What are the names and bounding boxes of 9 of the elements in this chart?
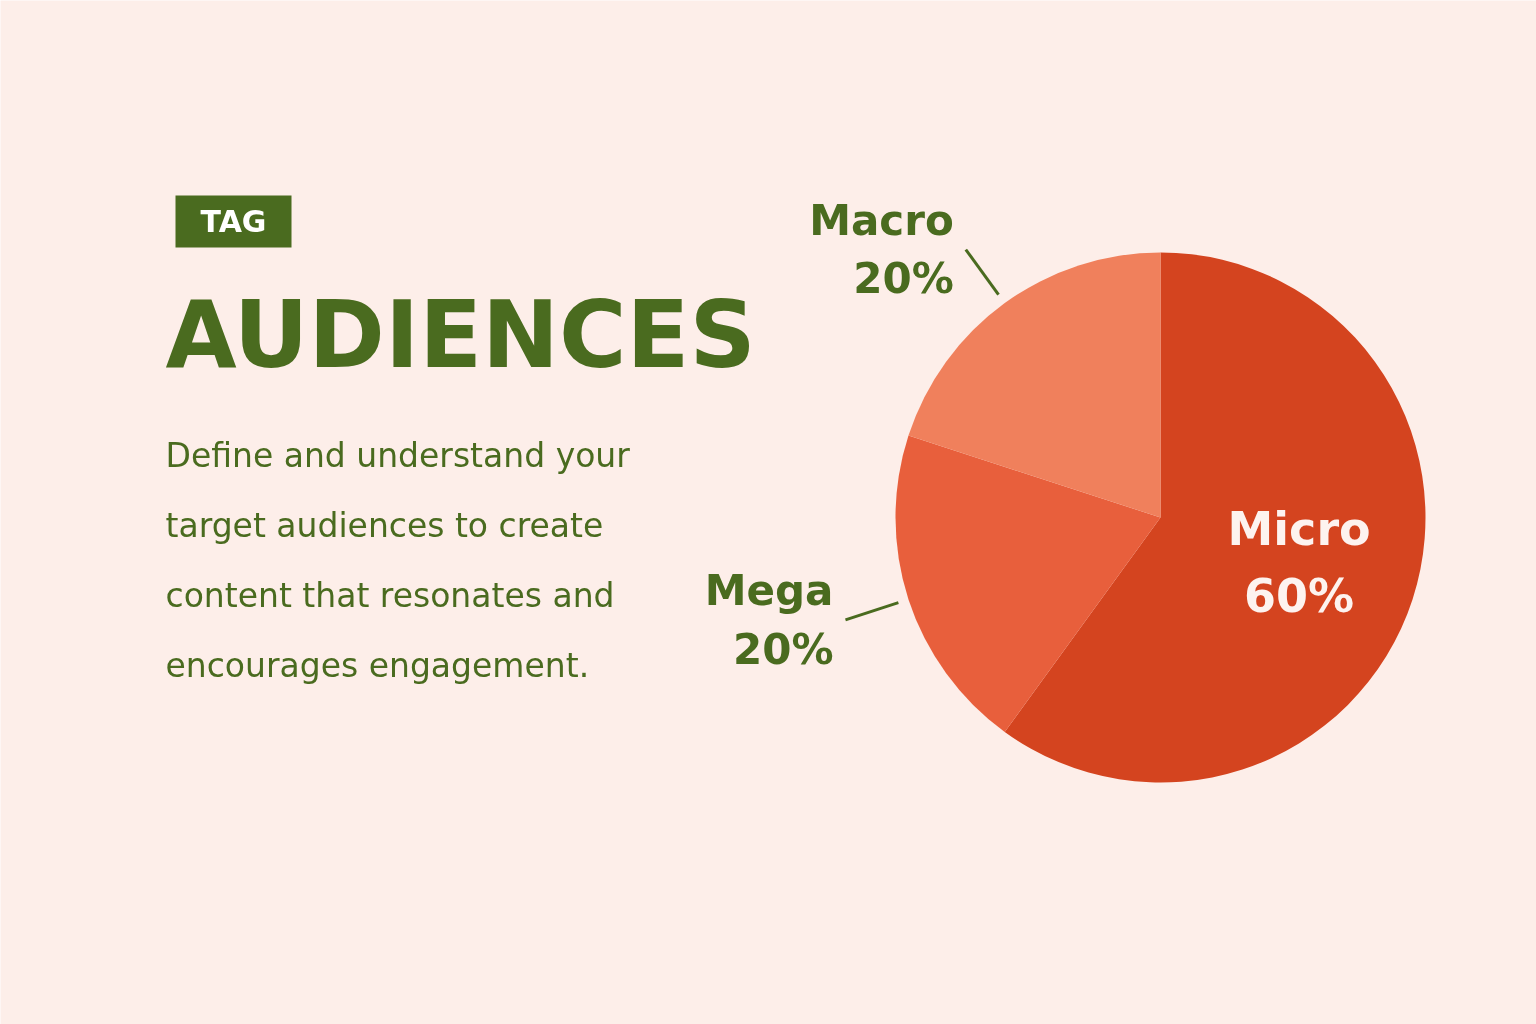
slice-label: Micro xyxy=(1227,501,1371,556)
data-label: 20% xyxy=(732,624,834,674)
text: AUDIENCES xyxy=(165,282,756,389)
slice-label: Mega xyxy=(704,565,834,615)
text: TAG xyxy=(200,204,267,239)
data-label: 60% xyxy=(1244,569,1355,624)
text: Define and understand your target audiences to create content that resonates and encourages engagement. xyxy=(165,435,631,686)
slice-label: Macro xyxy=(809,195,954,245)
data-label: 20% xyxy=(853,254,954,304)
